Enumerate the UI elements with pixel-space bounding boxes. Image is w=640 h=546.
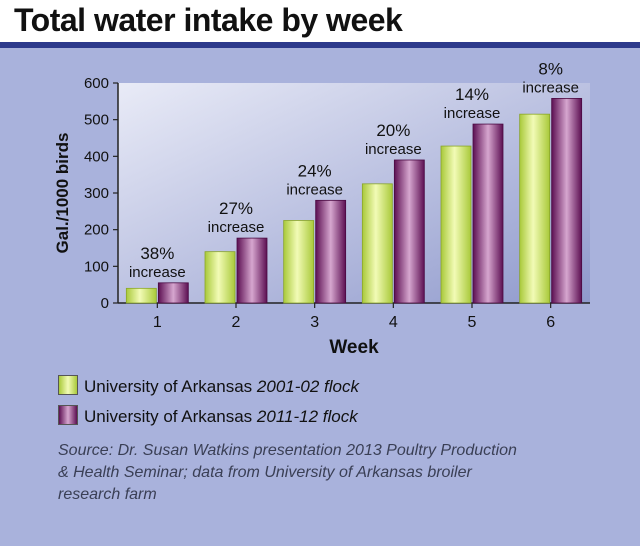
x-tick-label: 2 [232,314,241,331]
annotation-pct: 27% [219,199,253,218]
chart-title: Total water intake by week [14,2,403,38]
y-tick-label: 300 [84,185,109,202]
x-tick-label: 5 [468,314,477,331]
x-tick-label: 3 [310,314,319,331]
annotation-pct: 38% [140,244,174,263]
legend-label-org: University of Arkansas [84,407,253,426]
bar-week-6-series-1 [519,113,551,304]
legend-swatch-2011-12 [58,405,78,425]
y-tick-label: 400 [84,148,109,165]
annotation-word: increase [129,264,186,281]
annotation-word: increase [444,105,501,122]
plot-area [118,83,590,303]
x-tick-label: 1 [153,314,162,331]
annotation-pct: 24% [298,161,332,180]
y-tick-label: 100 [84,258,109,275]
bar-week-1-series-1 [125,287,157,304]
title-rule [0,42,640,48]
bar-week-4-series-2 [393,159,425,304]
annotation-word: increase [286,181,343,198]
annotation-word: increase [522,79,579,96]
annotation-word: increase [208,219,265,236]
annotation-pct: 14% [455,85,489,104]
bar-chart: 0 100 200 300 400 500 600 Gal./1000 birds 1 2 3 4 5 6… [53,59,590,358]
bar-week-2-series-2 [236,237,268,304]
bar-week-4-series-1 [361,183,393,304]
x-tick-label: 6 [546,314,555,331]
annotation-word: increase [365,141,422,158]
source-note: Source: Dr. Susan Watkins presentation 2… [58,442,517,503]
bar-week-1-series-2 [157,282,189,304]
legend-item-2011-12: University of Arkansas 2011-12 flock [58,405,358,427]
y-tick-label: 0 [101,295,109,312]
bar-week-6-series-2 [551,98,583,304]
annotation-pct: 20% [376,121,410,140]
legend-item-2001-02: University of Arkansas 2001-02 flock [58,375,359,397]
bar-week-3-series-2 [315,199,347,304]
bar-week-2-series-1 [204,251,236,304]
y-tick-label: 600 [84,75,109,92]
y-tick-label: 500 [84,112,109,129]
annotation-pct: 8% [538,59,563,78]
legend-label-org: University of Arkansas [84,377,253,396]
legend-swatch-2001-02 [58,375,78,395]
bar-week-3-series-1 [283,220,315,304]
chart-panel: 0 100 200 300 400 500 600 Gal./1000 birds 1 2 3 4 5 6… [0,48,640,546]
bar-week-5-series-1 [440,145,472,304]
y-tick-label: 200 [84,222,109,239]
x-axis-title: Week [329,337,379,358]
legend-label-years: 2001-02 flock [256,377,359,396]
x-tick-label: 4 [389,314,398,331]
legend-label-years: 2011-12 flock [256,407,358,426]
bar-week-5-series-2 [472,123,504,304]
y-axis-title: Gal./1000 birds [53,133,72,254]
